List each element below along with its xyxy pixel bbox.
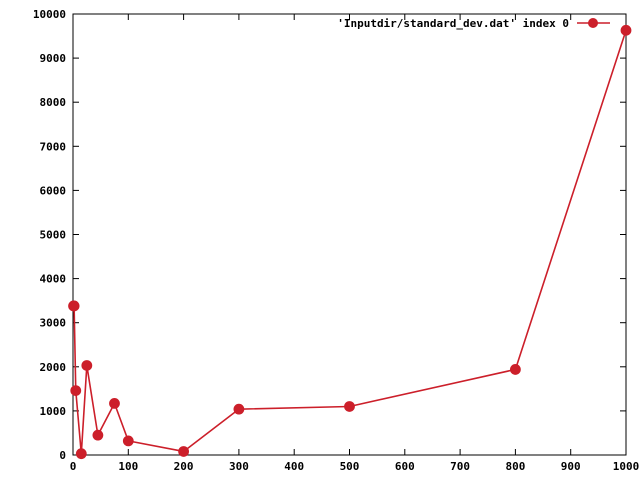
y-tick-label: 8000 xyxy=(40,96,67,109)
y-tick-label: 5000 xyxy=(40,229,67,242)
x-tick-label: 100 xyxy=(118,460,138,473)
data-point xyxy=(344,401,355,412)
data-point xyxy=(109,398,120,409)
series-0 xyxy=(68,24,632,460)
y-tick-label: 9000 xyxy=(40,52,67,65)
y-tick-label: 7000 xyxy=(40,140,67,153)
y-tick-label: 1000 xyxy=(40,405,67,418)
plot-border xyxy=(72,13,627,456)
x-tick-label: 1000 xyxy=(613,460,640,473)
data-point xyxy=(70,385,82,397)
data-point xyxy=(233,403,245,415)
x-tick-label: 0 xyxy=(70,460,77,473)
data-point xyxy=(68,300,80,312)
data-point xyxy=(510,364,521,375)
x-tick-label: 700 xyxy=(450,460,470,473)
data-point xyxy=(75,448,87,460)
y-tick-label: 3000 xyxy=(40,317,67,330)
axis-tick-labels: 0 100 200 300 400 500 600 700 800 900 100001000200… xyxy=(33,8,639,473)
data-point xyxy=(620,24,632,36)
series-line xyxy=(73,30,627,455)
axis-ticks xyxy=(72,13,627,456)
x-tick-label: 300 xyxy=(229,460,249,473)
y-tick-label: 10000 xyxy=(33,8,66,21)
data-point xyxy=(122,435,134,447)
x-tick-label: 500 xyxy=(340,460,360,473)
series-layer xyxy=(68,24,632,460)
y-tick-label: 2000 xyxy=(40,361,67,374)
data-point xyxy=(92,429,104,441)
x-tick-label: 200 xyxy=(174,460,194,473)
legend-label: 'Inputdir/standard_dev.dat' index 0 xyxy=(337,17,569,30)
y-tick-label: 6000 xyxy=(40,184,67,197)
y-tick-label: 0 xyxy=(59,449,66,462)
x-tick-label: 900 xyxy=(561,460,581,473)
y-tick-label: 4000 xyxy=(40,273,67,286)
x-tick-label: 600 xyxy=(395,460,415,473)
x-tick-label: 400 xyxy=(284,460,304,473)
data-point xyxy=(81,360,93,371)
legend-marker-sample xyxy=(588,18,598,28)
x-tick-label: 800 xyxy=(505,460,525,473)
plot-frame xyxy=(72,13,627,456)
legend: 'Inputdir/standard_dev.dat' index 0 xyxy=(337,17,610,30)
data-point xyxy=(178,446,190,457)
